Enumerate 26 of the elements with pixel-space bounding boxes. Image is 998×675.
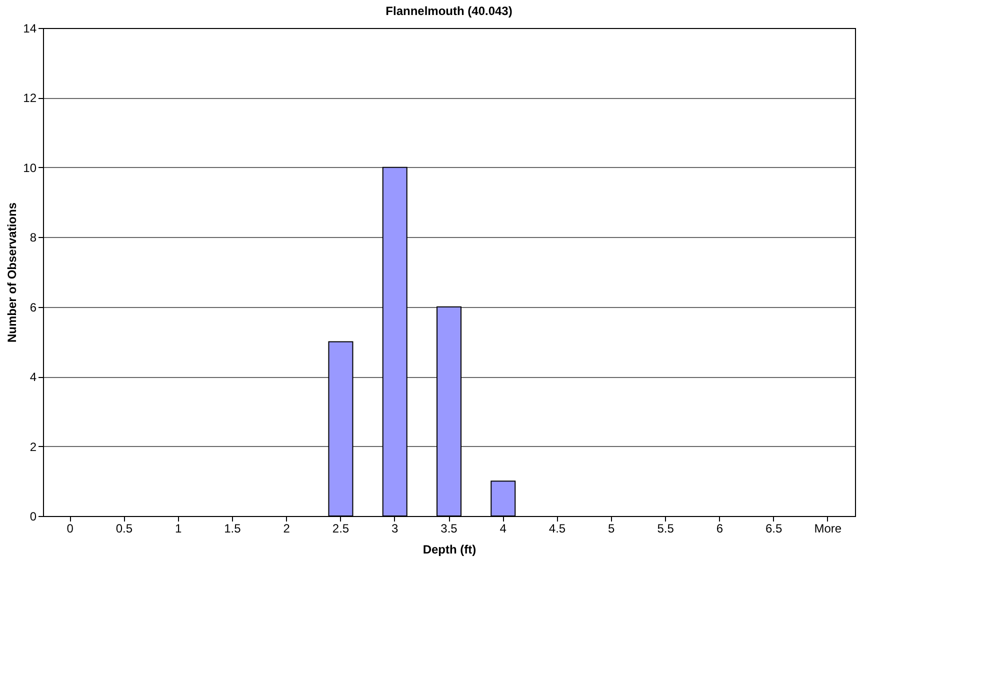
x-tick-label: 2.5	[332, 522, 350, 536]
x-tick-label: 4	[500, 522, 507, 536]
x-tick-label: 0	[66, 522, 74, 536]
x-tick-label: 3	[392, 522, 399, 536]
x-tick-label: 6.5	[765, 522, 782, 536]
y-axis-title: Number of Observations	[5, 202, 20, 343]
x-tick-label: 3.5	[440, 522, 458, 536]
x-tick-label: 4.5	[548, 522, 566, 536]
y-tick-label: 6	[30, 300, 37, 314]
y-tick-label: 0	[30, 510, 37, 524]
x-axis-title: Depth (ft)	[422, 542, 476, 556]
x-tick-label: 1	[174, 522, 182, 536]
y-tick-label: 10	[23, 160, 37, 175]
chart-title: Flannelmouth (40.043)	[386, 4, 512, 18]
y-tick-label: 8	[30, 230, 37, 245]
y-tick-label: 14	[23, 22, 37, 36]
x-tick-label: 2	[283, 522, 290, 536]
x-tick-label: 0.5	[116, 522, 133, 536]
x-tick-label: 5	[608, 522, 616, 536]
x-tick-label: More	[814, 522, 842, 536]
y-tick-label: 2	[30, 440, 37, 454]
x-tick-label: 6	[716, 522, 724, 536]
x-tick-label: 1.5	[224, 522, 242, 536]
x-tick-label: 5.5	[657, 522, 674, 536]
y-tick-label: 12	[23, 91, 37, 106]
y-tick-label: 4	[30, 370, 37, 384]
